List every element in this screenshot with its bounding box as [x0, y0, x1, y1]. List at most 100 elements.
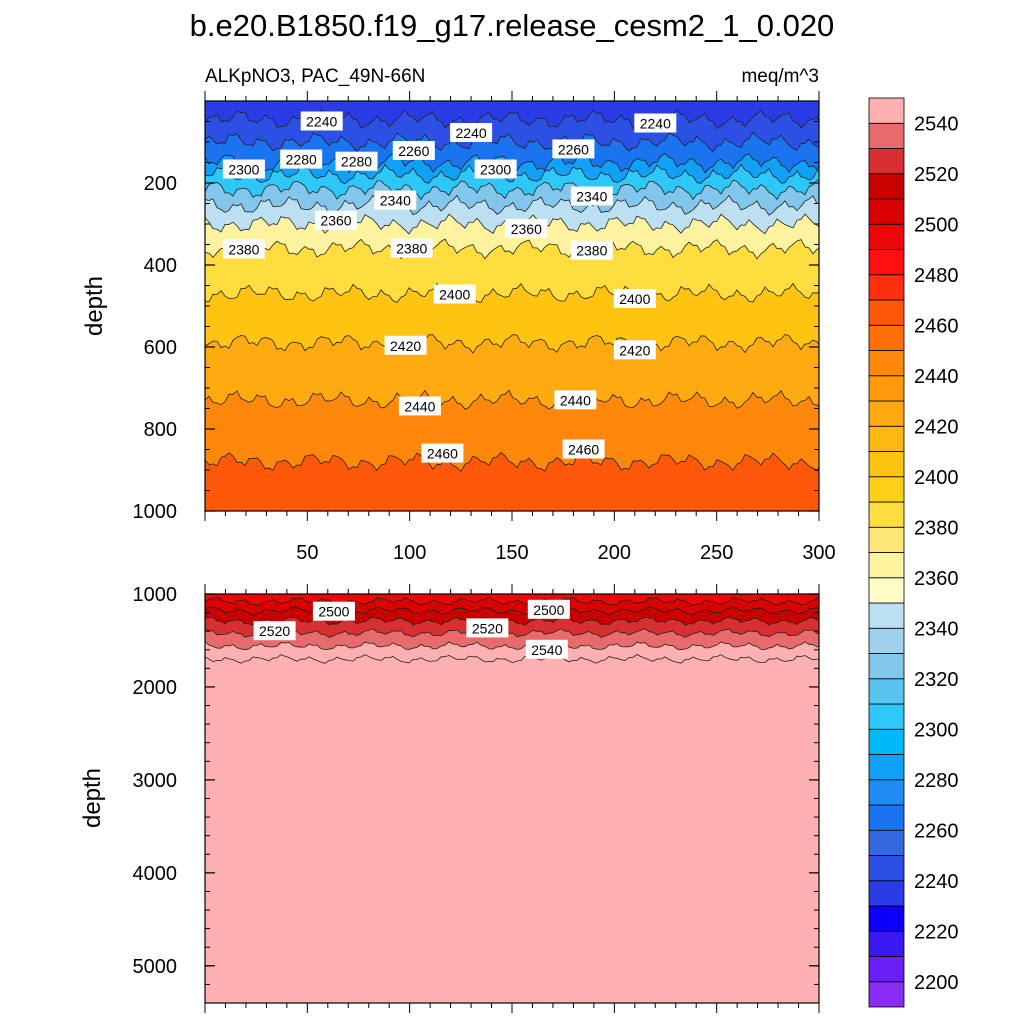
colorbar-tick-label: 2380 — [914, 517, 959, 539]
upper-y-axis-label: depth — [81, 276, 108, 336]
upper-isoline-2260 — [205, 131, 819, 153]
colorbar-box — [868, 956, 905, 983]
upper-contour-label-text: 2440 — [560, 392, 591, 408]
upper-contour-label-text: 2380 — [228, 241, 259, 257]
colorbar-tick-label: 2440 — [914, 366, 959, 388]
colorbar-box — [868, 880, 905, 907]
upper-contour-label-text: 2360 — [320, 213, 351, 229]
colorbar-tick-label: 2280 — [914, 770, 959, 792]
upper-contour-label: 2360 — [315, 210, 357, 230]
colorbar-box — [868, 653, 905, 680]
upper-contour-label-text: 2460 — [568, 442, 599, 458]
lower-contour-label-text: 2500 — [318, 604, 349, 620]
upper-contour-label-text: 2260 — [398, 143, 429, 159]
upper-contour-label: 2400 — [613, 289, 656, 308]
colorbar-box — [868, 173, 905, 200]
upper-contour-label: 2380 — [570, 240, 613, 260]
upper-contour-label-text: 2380 — [576, 243, 607, 259]
colorbar-box — [868, 324, 905, 351]
upper-contour-label-box — [392, 141, 435, 160]
colorbar-box — [868, 981, 905, 1008]
lower-y-tick-label: 1000 — [133, 584, 178, 606]
upper-contour-label-box — [398, 396, 441, 416]
colorbar-tick-label: 2260 — [914, 820, 959, 842]
lower-contour-label: 2540 — [525, 639, 568, 659]
colorbar-tick-label: 2520 — [914, 164, 959, 186]
lower-contour-label-box — [253, 621, 296, 641]
colorbar-box — [868, 905, 905, 932]
colorbar-tick-label: 2460 — [914, 315, 959, 337]
upper-y-tick-label: 400 — [144, 255, 177, 277]
upper-contour-label-box — [222, 239, 265, 259]
upper-contour-label-box — [280, 149, 323, 169]
upper-y-tick-label: 800 — [144, 419, 177, 441]
upper-contour-label: 2240 — [300, 111, 343, 131]
upper-contour-label: 2360 — [505, 218, 548, 238]
lower-contour-label-text: 2520 — [472, 620, 503, 636]
lower-contour-label: 2520 — [253, 621, 296, 641]
upper-contour-label: 2380 — [390, 238, 433, 258]
lower-contour-label-box — [312, 601, 355, 621]
upper-isoline-2400 — [205, 282, 819, 303]
lower-contour-label-box — [466, 618, 509, 638]
chart-subtitle-right: meq/m^3 — [741, 66, 819, 87]
upper-x-tick-label: 200 — [598, 542, 631, 564]
lower-contour-label-text: 2520 — [259, 623, 290, 639]
colorbar-box — [868, 274, 905, 301]
upper-contour-label: 2340 — [570, 186, 613, 206]
lower-contour-label-box — [527, 599, 570, 619]
colorbar-box — [868, 451, 905, 478]
upper-contour-label-box — [421, 443, 464, 463]
colorbar-box — [868, 930, 905, 957]
lower-contour-label-text: 2540 — [531, 642, 562, 658]
upper-contour-label: 2420 — [613, 340, 656, 360]
upper-x-tick-label: 250 — [700, 542, 733, 564]
upper-x-tick-label: 150 — [495, 542, 528, 564]
upper-contour-label: 2420 — [384, 335, 427, 355]
upper-x-tick-label: 300 — [802, 542, 835, 564]
colorbar-tick-label: 2320 — [914, 669, 959, 691]
chart-subtitle-left: ALKpNO3, PAC_49N-66N — [205, 66, 425, 87]
colorbar-box — [868, 476, 905, 503]
lower-isoline-2510 — [205, 606, 819, 616]
upper-contour-label-text: 2400 — [439, 287, 470, 303]
colorbar-box — [868, 703, 905, 730]
colorbar-box — [868, 249, 905, 276]
colorbar: 2200 2220 2240 2260 2280 2300 2320 2340 2360 2380… — [868, 97, 959, 1008]
upper-contour-label-text: 2260 — [558, 141, 589, 157]
colorbar-box — [868, 400, 905, 427]
colorbar-tick-label: 2200 — [914, 972, 959, 994]
upper-x-tick-label: 100 — [393, 542, 426, 564]
upper-contour-label-box — [300, 111, 343, 131]
lower-y-tick-label: 3000 — [133, 770, 178, 792]
colorbar-box — [868, 754, 905, 781]
upper-contour-label-box — [570, 240, 613, 260]
upper-contour-label: 2440 — [554, 390, 597, 410]
lower-y-tick-label: 4000 — [133, 863, 178, 885]
upper-contour-label-box — [474, 159, 517, 179]
upper-contour-label-text: 2460 — [427, 446, 458, 462]
upper-contour-label: 2260 — [392, 141, 435, 160]
upper-contour-label-box — [552, 139, 595, 159]
upper-contour-label-box — [570, 186, 613, 206]
lower-y-tick-label: 2000 — [133, 677, 178, 699]
upper-contour-label-box — [505, 218, 548, 238]
upper-contour-label-text: 2280 — [341, 154, 372, 170]
colorbar-box — [868, 122, 905, 149]
lower-band-2550 — [205, 654, 819, 1003]
upper-contour-label: 2280 — [335, 151, 378, 171]
upper-contour-label-text: 2340 — [380, 193, 411, 209]
upper-contour-label-text: 2300 — [228, 162, 259, 178]
colorbar-box — [868, 678, 905, 705]
colorbar-tick-label: 2300 — [914, 719, 959, 741]
upper-contour-label-text: 2240 — [640, 116, 671, 132]
colorbar-box — [868, 425, 905, 452]
upper-contour-label-text: 2420 — [390, 338, 421, 354]
upper-contour-label: 2400 — [433, 284, 476, 304]
upper-contour-label-text: 2340 — [576, 189, 607, 205]
upper-contour-label: 2460 — [421, 443, 464, 463]
lower-contour-label-box — [525, 639, 568, 659]
colorbar-box — [868, 552, 905, 579]
colorbar-box — [868, 602, 905, 629]
